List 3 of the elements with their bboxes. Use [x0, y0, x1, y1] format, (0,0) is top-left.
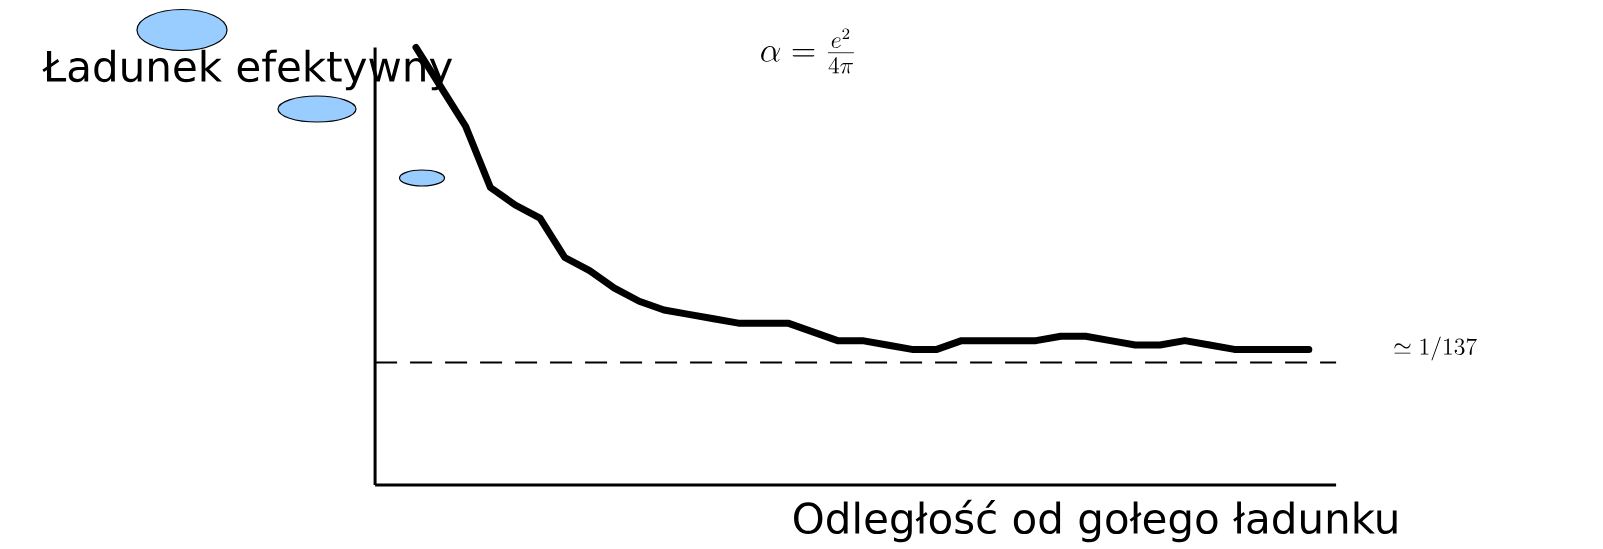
annotation: $\alpha = \frac{e^2}{4\pi}$: [761, 28, 854, 74]
text: Odległość od gołego ładunku: [794, 499, 1397, 543]
ref-line-label: $\simeq 1/137$: [1394, 336, 1477, 361]
